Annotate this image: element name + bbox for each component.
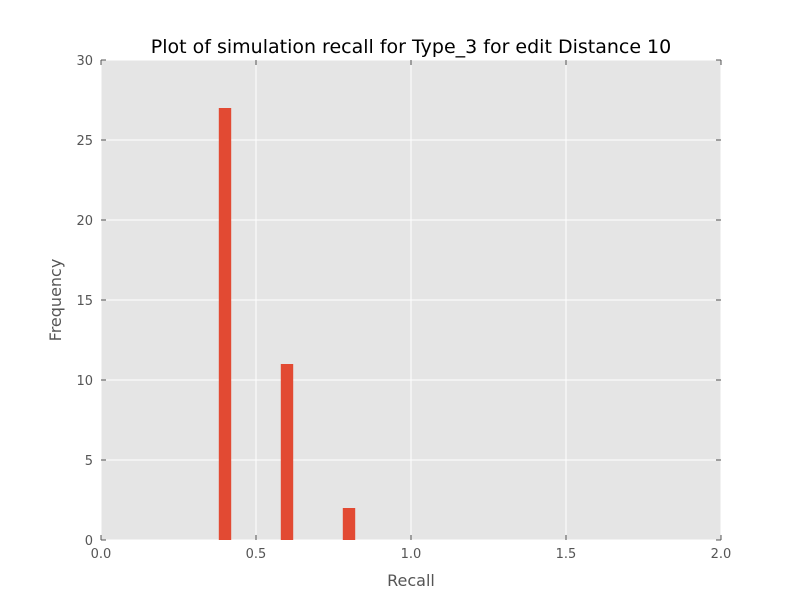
- x-tick-label: 0.5: [246, 547, 267, 562]
- x-axis-label: Recall: [387, 571, 435, 590]
- y-tick-label: 10: [76, 374, 93, 389]
- histogram-bar: [218, 108, 232, 540]
- y-axis-label: Frequency: [46, 259, 65, 342]
- y-tick-labels: 0 5 10 15 20 25 30: [76, 54, 93, 549]
- histogram-bar: [342, 508, 356, 540]
- y-tick-label: 30: [76, 54, 93, 69]
- histogram-bar: [280, 364, 294, 540]
- x-tick-label: 0.0: [91, 547, 112, 562]
- x-tick-label: 1.5: [556, 547, 577, 562]
- y-tick-label: 25: [76, 134, 93, 149]
- bars: [218, 108, 356, 540]
- y-tick-label: 0: [85, 534, 93, 549]
- x-tick-label: 2.0: [711, 547, 732, 562]
- y-tick-label: 15: [76, 294, 93, 309]
- axis-ticks: [100, 59, 722, 541]
- x-tick-label: 1.0: [401, 547, 422, 562]
- x-tick-labels: 0.0 0.5 1.0 1.5 2.0: [91, 547, 732, 562]
- chart-title: Plot of simulation recall for Type_3 for…: [151, 36, 671, 58]
- y-tick-label: 20: [76, 214, 93, 229]
- y-tick-label: 5: [85, 454, 93, 469]
